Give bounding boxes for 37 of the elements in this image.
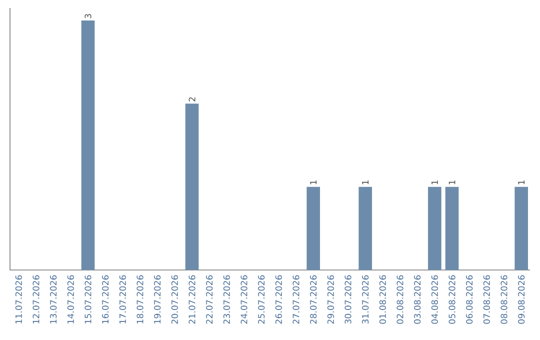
x-tick-label: 18.07.2026	[136, 275, 144, 324]
x-tick-label: 02.08.2026	[396, 275, 404, 324]
data-label: 1	[310, 180, 316, 184]
x-tick-label: 17.07.2026	[119, 275, 126, 324]
x-tick-label: 31.07.2026	[362, 275, 369, 324]
x-tick-label: 23.07.2026	[223, 275, 230, 324]
x-tick-label: 05.08.2026	[448, 275, 456, 324]
data-label: 1	[432, 180, 438, 184]
x-tick-label: 13.07.2026	[50, 275, 57, 324]
x-tick-label: 04.08.2026	[431, 275, 438, 324]
x-tick-label: 25.07.2026	[258, 275, 265, 324]
x-tick-label: 29.07.2026	[327, 275, 334, 324]
x-tick-label: 08.08.2026	[500, 275, 508, 324]
x-tick-label: 12.07.2026	[32, 275, 40, 324]
data-label: 1	[448, 180, 456, 184]
x-tick-label: 19.07.2026	[154, 275, 161, 324]
x-tick-label: 06.08.2026	[466, 275, 473, 324]
x-tick-label: 21.07.2026	[188, 275, 196, 324]
data-label: 1	[518, 180, 524, 184]
x-tick-label: 03.08.2026	[414, 275, 421, 324]
x-tick-label: 24.07.2026	[240, 275, 248, 324]
x-tick-label: 30.07.2026	[344, 275, 352, 324]
x-tick-label: 22.07.2026	[206, 275, 213, 324]
x-tick-label: 01.08.2026	[379, 275, 386, 324]
data-label: 1	[362, 180, 368, 184]
x-tick-label: 11.07.2026	[15, 275, 22, 324]
x-tick-label: 15.07.2026	[84, 275, 92, 324]
x-tick-label: 07.08.2026	[483, 275, 490, 324]
x-tick-label: 14.07.2026	[67, 275, 74, 324]
data-label: 2	[188, 97, 196, 102]
data-label: 3	[84, 14, 92, 18]
x-tick-label: 26.07.2026	[275, 275, 282, 324]
x-tick-label: 16.07.2026	[102, 275, 109, 324]
x-tick-label: 09.08.2026	[518, 275, 525, 324]
x-tick-label: 28.07.2026	[310, 275, 317, 324]
x-tick-label: 20.07.2026	[171, 275, 178, 324]
x-tick-label: 27.07.2026	[292, 275, 300, 324]
